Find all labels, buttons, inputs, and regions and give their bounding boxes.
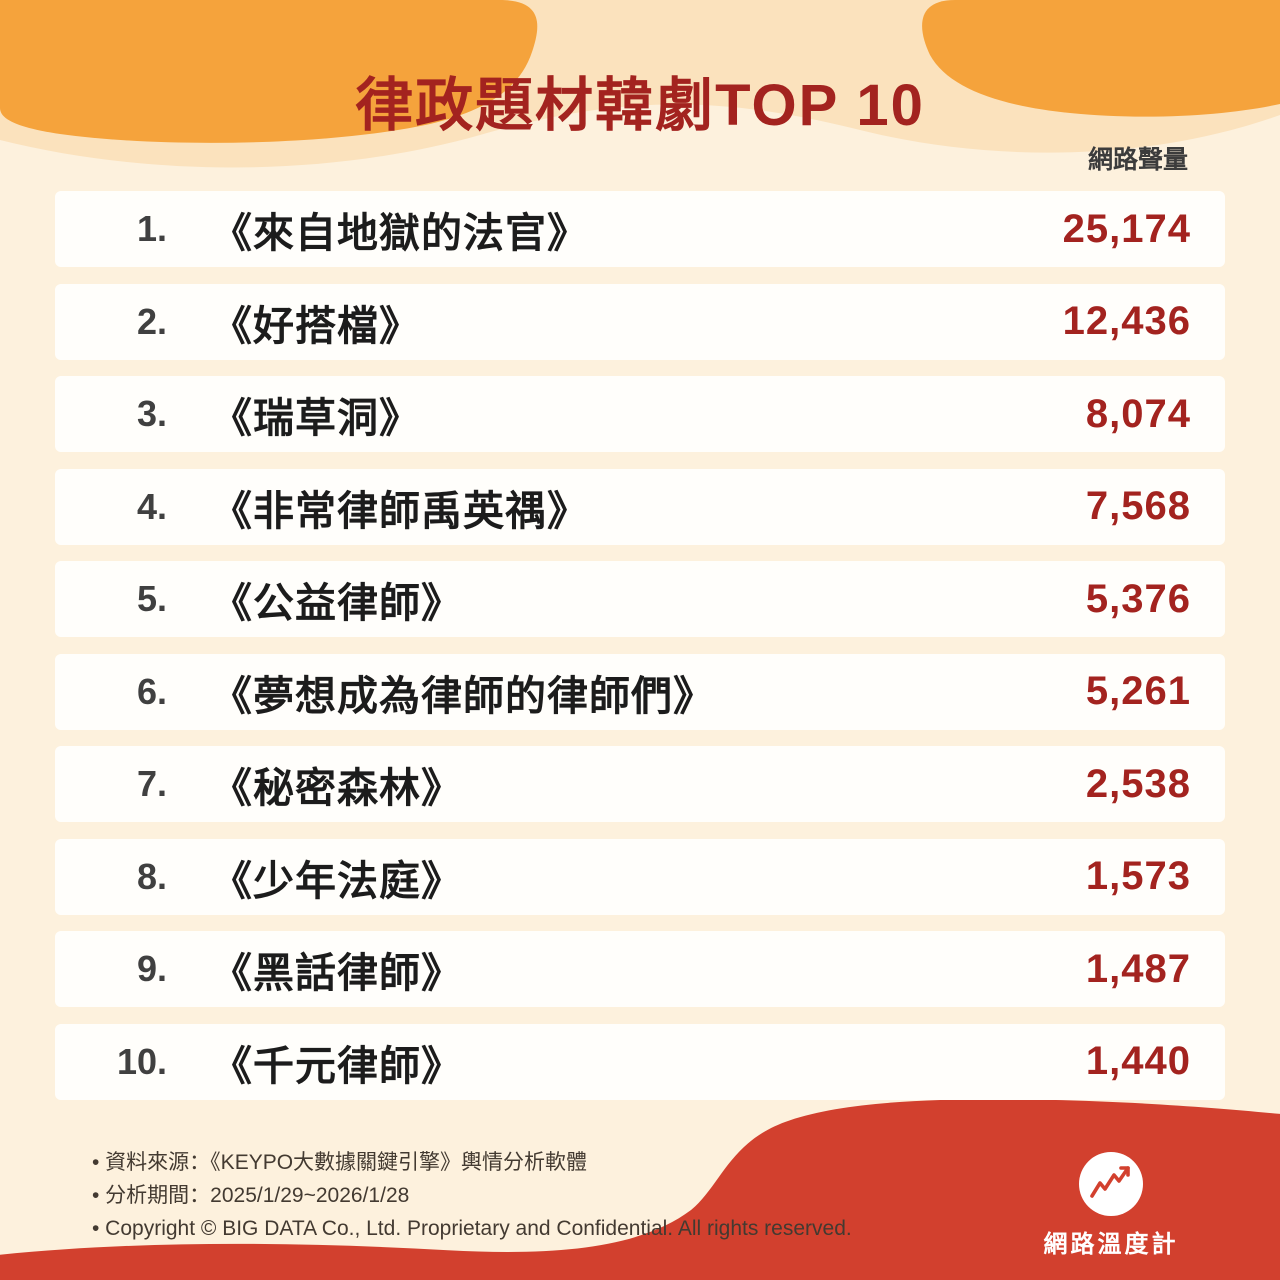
table-row: 9. 《黑話律師》 1,487 xyxy=(55,931,1225,1007)
drama-title: 《來自地獄的法官》 xyxy=(211,210,589,256)
volume-value: 8,074 xyxy=(1085,391,1191,436)
footer-note-source: • 資料來源：《KEYPO大數據關鍵引擎》輿情分析軟體 xyxy=(92,1151,588,1174)
volume-value: 1,440 xyxy=(1085,1039,1191,1083)
rank-number: 2. xyxy=(136,300,167,342)
trend-line-icon xyxy=(1079,1152,1143,1216)
volume-value: 2,538 xyxy=(1085,761,1191,806)
orange-right-blob xyxy=(922,0,1280,117)
bottom-wave-decoration xyxy=(0,1099,1280,1280)
drama-title: 《公益律師》 xyxy=(211,580,463,626)
drama-title: 《少年法庭》 xyxy=(211,857,463,904)
orange-left-blob xyxy=(0,0,538,143)
volume-value: 5,376 xyxy=(1085,576,1191,621)
footer-note-period: • 分析期間：2025/1/29~2026/1/28 xyxy=(92,1184,410,1207)
brand-name: 網路溫度計 xyxy=(1043,1231,1179,1258)
rank-number: 5. xyxy=(136,578,167,619)
rank-number: 7. xyxy=(136,763,167,804)
drama-title: 《千元律師》 xyxy=(211,1042,463,1089)
volume-value: 25,174 xyxy=(1062,206,1191,251)
table-row: 6. 《夢想成為律師的律師們》 5,261 xyxy=(55,653,1225,730)
rank-number: 9. xyxy=(136,948,167,989)
page-title: 律政題材韓劇TOP 10 xyxy=(355,73,925,138)
drama-title: 《黑話律師》 xyxy=(211,950,463,996)
volume-value: 7,568 xyxy=(1085,484,1191,528)
rank-number: 6. xyxy=(136,670,167,712)
table-row: 2. 《好搭檔》 12,436 xyxy=(55,283,1225,360)
drama-title: 《秘密森林》 xyxy=(211,765,463,811)
rank-number: 1. xyxy=(136,208,167,249)
volume-value: 12,436 xyxy=(1062,299,1191,343)
drama-title: 《瑞草洞》 xyxy=(211,395,421,441)
footer-notes: • 資料來源：《KEYPO大數據關鍵引擎》輿情分析軟體 • 分析期間：2025/… xyxy=(92,1146,852,1245)
brand-logo: 網路溫度計 xyxy=(1016,1150,1206,1259)
drama-title: 《非常律師禹英禑》 xyxy=(211,487,589,534)
volume-value: 1,573 xyxy=(1085,854,1191,898)
top-wave-decoration xyxy=(0,0,1280,168)
table-row: 4. 《非常律師禹英禑》 7,568 xyxy=(55,468,1225,545)
table-row: 3. 《瑞草洞》 8,074 xyxy=(55,376,1225,452)
rank-number: 4. xyxy=(136,485,167,527)
volume-value: 5,261 xyxy=(1085,669,1191,713)
ranking-list: 1. 《來自地獄的法官》 25,174 2. 《好搭檔》 12,436 3. 《… xyxy=(55,191,1225,1116)
volume-value: 1,487 xyxy=(1085,946,1191,991)
volume-column-label: 網路聲量 xyxy=(1087,146,1188,174)
footer-note-copyright: • Copyright © BIG DATA Co., Ltd. Proprie… xyxy=(92,1217,852,1240)
drama-title: 《夢想成為律師的律師們》 xyxy=(211,672,715,719)
table-row: 1. 《來自地獄的法官》 25,174 xyxy=(55,191,1225,267)
rank-number: 10. xyxy=(116,1040,167,1082)
table-row: 10. 《千元律師》 1,440 xyxy=(55,1023,1225,1100)
rank-number: 3. xyxy=(136,393,167,434)
rank-number: 8. xyxy=(136,855,167,897)
red-wave-shape xyxy=(0,1099,1280,1280)
table-row: 7. 《秘密森林》 2,538 xyxy=(55,746,1225,822)
table-row: 5. 《公益律師》 5,376 xyxy=(55,561,1225,637)
table-row: 8. 《少年法庭》 1,573 xyxy=(55,838,1225,915)
drama-title: 《好搭檔》 xyxy=(211,302,421,349)
